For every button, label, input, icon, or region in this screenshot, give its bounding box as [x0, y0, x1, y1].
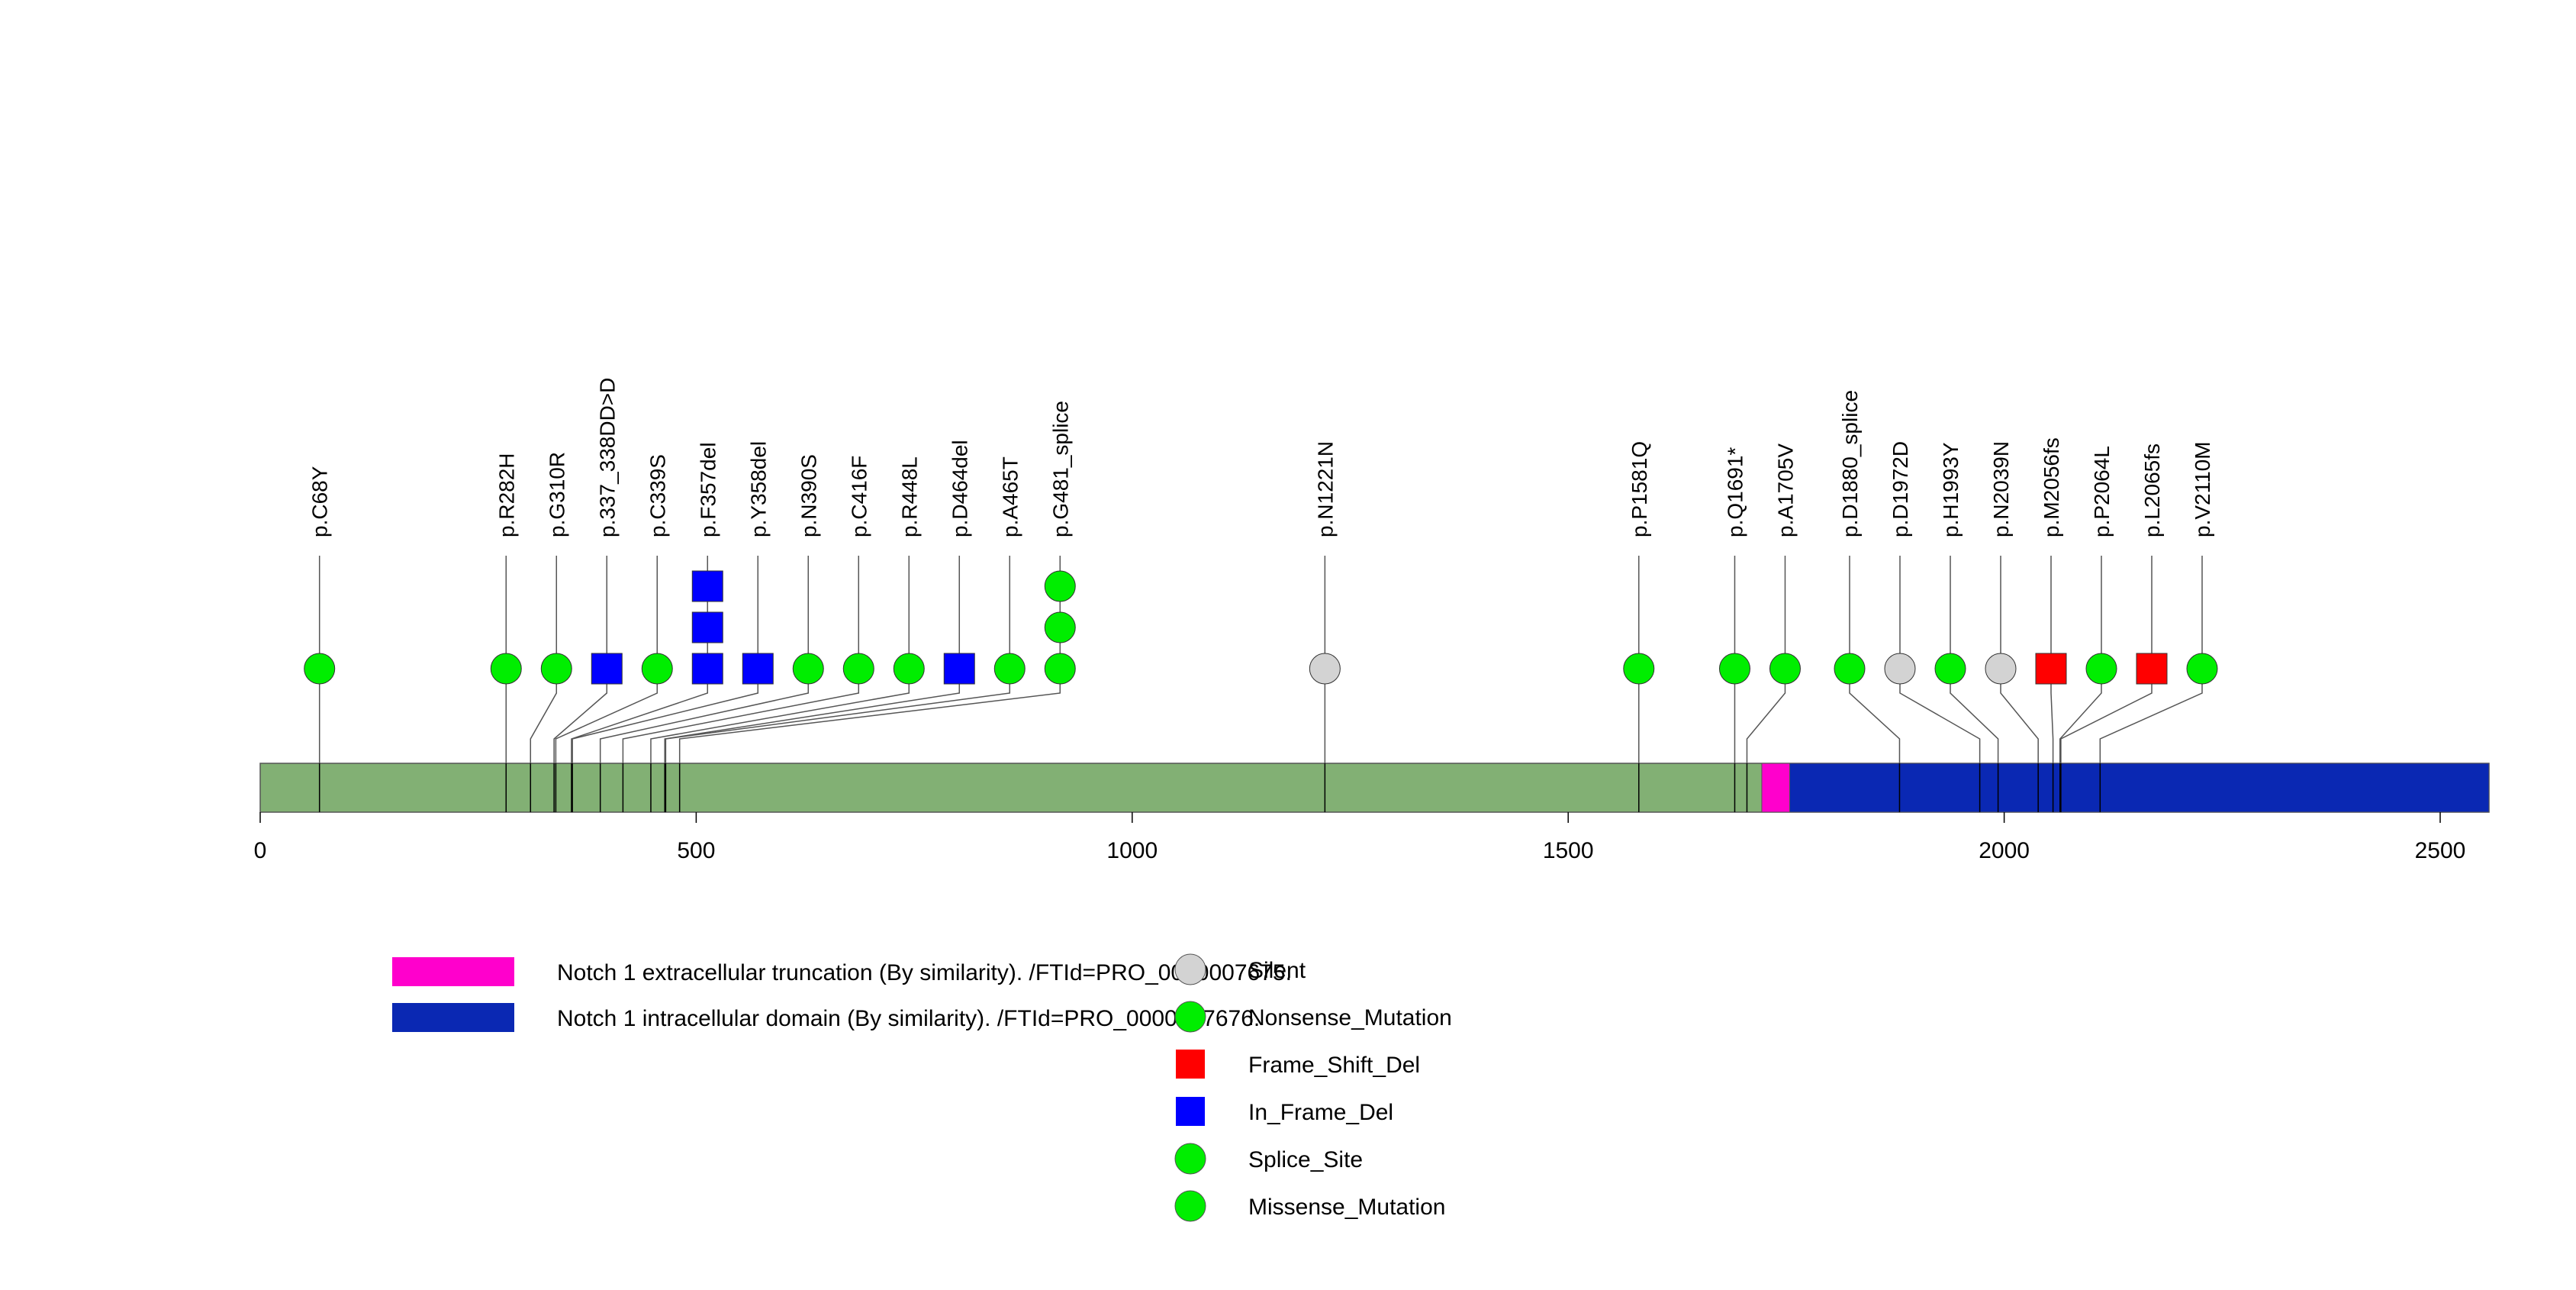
mutation-marker-12-0	[1044, 653, 1076, 685]
mutation-legend-swatch-1	[1174, 1001, 1206, 1033]
mutation-label-2: p.G310R	[545, 452, 568, 537]
mutation-label-1: p.R282H	[494, 453, 518, 537]
mutation-marker-23-0	[2136, 653, 2168, 685]
lollipop-stems	[318, 556, 2203, 669]
axis-tick-label: 2500	[2415, 838, 2466, 863]
mutation-marker-5-2	[691, 570, 723, 602]
domain-bar-1	[1789, 763, 2490, 813]
axis-tick-label: 1500	[1543, 838, 1594, 863]
mutation-label-8: p.C416F	[847, 456, 871, 537]
domain-legend: Notch 1 extracellular truncation (By sim…	[392, 957, 1292, 1032]
x-axis: 0 500 1000 1500 2000 2500	[254, 812, 2466, 863]
mutation-marker-2-0	[540, 653, 572, 685]
mutation-marker-4-0	[641, 653, 673, 685]
mutation-label-23: p.L2065fs	[2140, 443, 2164, 537]
mutation-marker-10-0	[943, 653, 975, 685]
mutation-label-19: p.H1993Y	[1939, 442, 1963, 537]
mutation-legend: Silent Nonsense_Mutation Frame_Shift_Del In…	[1174, 953, 1452, 1222]
mutation-marker-7-0	[792, 653, 824, 685]
mutation-marker-18-0	[1884, 653, 1916, 685]
mutation-markers	[304, 570, 2218, 685]
axis-tick-label: 2000	[1979, 838, 2030, 863]
mutation-marker-19-0	[1934, 653, 1966, 685]
mutation-label-6: p.Y358del	[746, 441, 770, 537]
mutation-marker-5-0	[691, 653, 723, 685]
mutation-legend-label-2: Frame_Shift_Del	[1248, 1053, 1420, 1078]
mutation-label-4: p.C339S	[646, 454, 669, 537]
mutation-marker-24-0	[2186, 653, 2218, 685]
axis-tick-label: 500	[677, 838, 715, 863]
mutation-marker-16-0	[1769, 653, 1801, 685]
mutation-marker-8-0	[842, 653, 874, 685]
protein-backbone-group	[259, 763, 2490, 813]
mutation-marker-5-1	[691, 611, 723, 643]
mutation-marker-11-0	[993, 653, 1026, 685]
mutation-marker-9-0	[893, 653, 925, 685]
mutation-label-20: p.N2039N	[1989, 441, 2013, 537]
mutation-legend-label-3: In_Frame_Del	[1248, 1100, 1393, 1125]
domain-bar-0	[1761, 763, 1790, 813]
mutation-label-12: p.G481_splice	[1048, 401, 1072, 537]
mutation-legend-label-4: Splice_Site	[1248, 1147, 1363, 1172]
domain-legend-swatch-0	[392, 957, 514, 986]
mutation-label-17: p.D1880_splice	[1838, 390, 1862, 537]
mutation-marker-13-0	[1309, 653, 1341, 685]
axis-tick-label: 1000	[1106, 838, 1158, 863]
mutation-label-21: p.M2056fs	[2040, 437, 2063, 537]
mutation-marker-12-1	[1044, 611, 1076, 643]
backbone-tick-marks	[318, 763, 2101, 812]
mutation-legend-swatch-5	[1174, 1190, 1206, 1222]
mutation-label-24: p.V2110M	[2191, 441, 2214, 537]
mutation-legend-swatch-4	[1174, 1143, 1206, 1175]
mutation-legend-swatch-0	[1174, 953, 1206, 985]
mutation-marker-22-0	[2085, 653, 2117, 685]
mutation-label-22: p.P2064L	[2090, 446, 2114, 537]
mutation-label-11: p.A465T	[998, 456, 1022, 537]
mutation-labels: p.C68Y p.R282H p.G310R p.337_338DD>D p.C339S…	[308, 378, 2214, 537]
mutation-label-16: p.A1705V	[1773, 443, 1797, 537]
mutation-label-15: p.Q1691*	[1723, 447, 1747, 537]
mutation-marker-0-0	[304, 653, 336, 685]
mutation-legend-label-1: Nonsense_Mutation	[1248, 1005, 1452, 1030]
mutation-label-18: p.D1972D	[1889, 441, 1912, 537]
mutation-label-14: p.P1581Q	[1628, 441, 1651, 537]
domain-legend-swatch-1	[392, 1003, 514, 1032]
mutation-marker-17-0	[1834, 653, 1866, 685]
mutation-label-10: p.D464del	[948, 440, 971, 537]
axis-tick-label: 0	[254, 838, 267, 863]
mutation-label-9: p.R448L	[897, 456, 921, 537]
domain-legend-label-1: Notch 1 intracellular domain (By similar…	[557, 1006, 1260, 1031]
mutation-label-3: p.337_338DD>D	[595, 378, 619, 537]
mutation-marker-1-0	[490, 653, 522, 685]
mutation-marker-12-2	[1044, 570, 1076, 602]
mutation-legend-swatch-3	[1176, 1097, 1205, 1126]
mutation-legend-label-0: Silent	[1248, 958, 1306, 983]
mutation-marker-14-0	[1623, 653, 1655, 685]
mutation-marker-3-0	[591, 653, 623, 685]
mutation-label-13: p.N1221N	[1313, 441, 1337, 537]
mutation-marker-21-0	[2035, 653, 2067, 685]
mutation-marker-20-0	[1985, 653, 2017, 685]
mutation-legend-label-5: Missense_Mutation	[1248, 1195, 1445, 1220]
mutation-label-5: p.F357del	[696, 442, 720, 537]
mutation-marker-6-0	[742, 653, 774, 685]
mutation-marker-15-0	[1718, 653, 1750, 685]
mutation-legend-swatch-2	[1176, 1050, 1205, 1079]
mutation-label-7: p.N390S	[797, 454, 820, 537]
mutation-label-0: p.C68Y	[308, 466, 332, 537]
domain-legend-label-0: Notch 1 extracellular truncation (By sim…	[557, 960, 1292, 985]
